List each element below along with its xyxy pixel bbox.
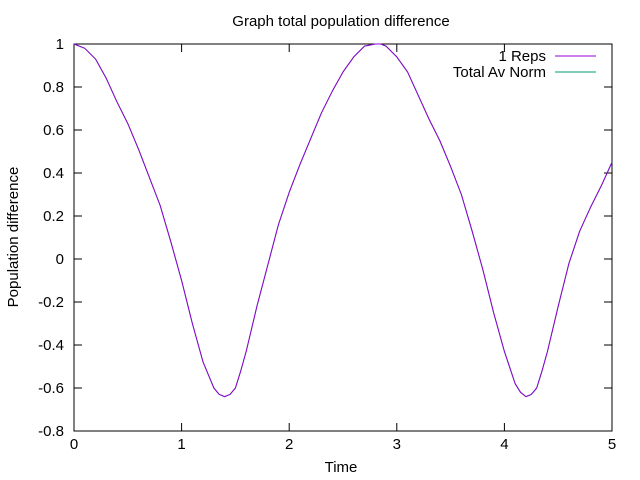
y-tick-label: -0.8 <box>38 423 64 440</box>
x-tick-label: 0 <box>70 436 78 453</box>
y-tick-label: 0.2 <box>43 208 64 225</box>
x-axis-label: Time <box>325 459 358 476</box>
series-line-1 <box>73 43 613 398</box>
y-axis-label: Population difference <box>5 167 22 308</box>
series-line-2 <box>73 43 613 398</box>
y-tick-label: 0.6 <box>43 122 64 139</box>
x-tick-label: 5 <box>608 436 616 453</box>
y-tick-label: 1 <box>56 36 64 53</box>
x-tick-label: 4 <box>500 436 508 453</box>
y-tick-label: -0.6 <box>38 380 64 397</box>
chart-title: Graph total population difference <box>232 13 449 30</box>
series-layer <box>73 43 613 398</box>
x-tick-label: 3 <box>393 436 401 453</box>
ticks-layer: 0 1 2 3 4 5 -0.8 -0.6 -0.4 -0.2 0 0.2 0.4 0.6 0.8 1 <box>38 36 616 453</box>
y-tick-label: 0.4 <box>43 165 64 182</box>
x-tick-label: 2 <box>285 436 293 453</box>
y-tick-label: -0.4 <box>38 337 64 354</box>
legend-label-1: 1 Reps <box>498 48 546 65</box>
y-tick-label: 0 <box>56 251 64 268</box>
plot-frame <box>73 43 613 432</box>
x-tick-label: 1 <box>177 436 185 453</box>
y-tick-label: -0.2 <box>38 294 64 311</box>
legend-label-2: Total Av Norm <box>453 64 546 81</box>
y-tick-label: 0.8 <box>43 79 64 96</box>
